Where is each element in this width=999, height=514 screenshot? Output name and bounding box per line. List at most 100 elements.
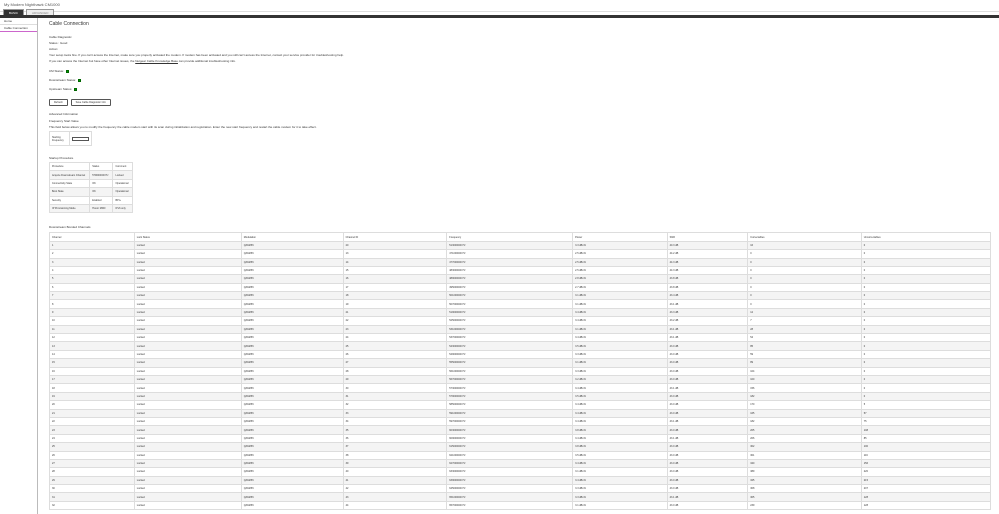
table-row: 14 Locked QAM256 26 549000000 Hz 3.3 dBmV 43.0… (49, 349, 992, 360)
table-cell: 43.1 dB (666, 333, 749, 343)
table-cell: Security (48, 195, 91, 205)
table-cell: Locked (133, 366, 242, 377)
table-row: 8 Locked QAM256 19 507000000 Hz 3.1 dBmV 43.1 … (49, 299, 992, 309)
column-header: SNR (666, 232, 749, 242)
table-cell: 3.4 dBmV (572, 400, 668, 410)
table-cell: 128 (860, 492, 992, 502)
table-cell: 10 (49, 316, 135, 326)
table-cell: QAM256 (240, 475, 344, 486)
table-cell: QAM256 (240, 274, 344, 284)
table-cell: 2 (49, 249, 135, 259)
table-cell: 555000000 Hz (446, 358, 574, 368)
column-header: Uncorrectables (860, 232, 992, 242)
table-cell: Locked (133, 299, 242, 309)
table-cell: 34 (342, 416, 448, 427)
table-cell: Locked (133, 433, 242, 444)
table-row: 6 Locked QAM256 17 495000000 Hz 2.7 dBmV 43.8 … (49, 282, 992, 293)
knowledge-base-link[interactable]: Netgear Cable Knowledge Base (135, 59, 178, 63)
table-cell: 17 (49, 374, 135, 385)
table-row: 21 Locked QAM256 33 591000000 Hz 3.4 dBmV 43.0… (49, 408, 992, 418)
table-cell: QAM256 (240, 374, 344, 385)
table-cell: 85 (860, 433, 992, 444)
column-header: Power (572, 232, 668, 242)
table-cell: 609000000 Hz (446, 433, 574, 444)
table-row: 25 Locked QAM256 37 615000000 Hz 3.8 dBmV 43.0… (49, 442, 992, 452)
table-cell: 21 (49, 408, 135, 418)
table-cell: 35 (342, 425, 448, 435)
table-cell: 2.7 dBmV (572, 282, 668, 293)
table-cell: Locked (133, 458, 242, 469)
table-cell: 89 (747, 358, 862, 368)
table-row: 2 Locked QAM256 13 471000000 Hz 2.5 dBmV 44.2 … (49, 249, 992, 259)
table-cell: Locked (133, 349, 242, 360)
table-cell: 633000000 Hz (446, 467, 574, 477)
table-cell: 43.8 dB (666, 282, 749, 293)
table-cell: 28 (49, 467, 135, 477)
table-cell: 40.3 dB (666, 240, 749, 251)
table-row: 19 Locked QAM256 31 579000000 Hz 3.5 dBmV 43.0… (49, 391, 992, 402)
table-cell: 561000000 Hz (446, 366, 574, 377)
table-cell: QAM256 (240, 341, 344, 351)
column-header: Lock Status (133, 232, 242, 242)
table-cell: QAM256 (240, 458, 344, 469)
table-cell: 22 (49, 416, 135, 427)
table-cell: QAM256 (240, 425, 344, 435)
table-cell: 44 (342, 500, 448, 511)
table-cell: Locked (133, 316, 242, 326)
table-cell: 302 (747, 442, 862, 452)
table-cell: 0 (860, 333, 992, 343)
table-cell: Locked (133, 484, 242, 494)
table-cell: 3.4 dBmV (572, 383, 668, 393)
table-cell: 43.0 dB (666, 500, 749, 511)
table-cell: 3.8 dBmV (572, 442, 668, 452)
table-cell: 18 (49, 383, 135, 393)
starting-frequency-input[interactable] (72, 136, 89, 141)
table-cell: Locked (133, 442, 242, 452)
table-cell: 43.1 dB (666, 299, 749, 309)
refresh-button[interactable]: Refresh (49, 99, 68, 106)
table-cell: 7 (747, 316, 862, 326)
table-cell: 28 (342, 366, 448, 377)
sidebar-item-home[interactable]: Home (0, 18, 37, 25)
table-cell: 206 (747, 433, 862, 444)
table-cell: 13 (342, 249, 448, 259)
table-row: IP Provisioning Mode Honor MDD IPv6 only (48, 203, 134, 214)
table-cell: 33 (342, 408, 448, 418)
table-cell: QAM256 (240, 316, 344, 326)
table-cell: 0 (860, 249, 992, 259)
table-cell: 43.1 dB (666, 492, 749, 502)
table-cell: 29 (342, 374, 448, 385)
table-cell: 43.0 dB (666, 341, 749, 351)
table-cell: 85 (747, 341, 862, 351)
table-cell: 3.1 dBmV (572, 358, 668, 368)
table-cell: QAM256 (240, 416, 344, 427)
save-diagnostic-button[interactable]: Save Cable Diagnostic Info (70, 99, 111, 106)
table-row: 16 Locked QAM256 28 561000000 Hz 3.3 dBmV 43.0… (49, 366, 992, 377)
table-cell: 340 (747, 458, 862, 469)
table-cell: QAM256 (240, 408, 344, 418)
table-row: Boot State OK Operational (48, 187, 134, 197)
column-header: Modulation (240, 232, 344, 242)
table-cell: 621000000 Hz (446, 450, 574, 460)
table-cell: 16 (49, 366, 135, 377)
table-cell: 3 (49, 257, 135, 267)
table-cell: QAM256 (240, 240, 344, 251)
table-cell: 3.1 dBmV (572, 299, 668, 309)
table-cell: Locked (133, 240, 242, 251)
table-cell: 0 (747, 291, 862, 301)
table-cell: 24 (342, 333, 448, 343)
table-cell: 0 (860, 316, 992, 326)
downstream-heading: Downstream Bonded Channels (49, 225, 91, 230)
table-cell: 549000000 Hz (446, 349, 574, 360)
table-cell: 23 (342, 324, 448, 335)
table-cell: 0 (747, 265, 862, 276)
table-row: Acquire Downstream Channel 579000000 Hz Lo… (48, 170, 134, 180)
table-row: 17 Locked QAM256 29 567000000 Hz 3.2 dBmV 43.0… (49, 374, 992, 385)
table-cell: 12 (747, 307, 862, 318)
table-cell: 43.1 dB (666, 416, 749, 427)
table-cell: 489000000 Hz (446, 274, 574, 284)
table-cell: 156 (860, 458, 992, 469)
table-cell: 591000000 Hz (446, 408, 574, 418)
sidebar-item-cable-connection[interactable]: Cable Connection (0, 25, 37, 32)
table-cell: 13 (49, 341, 135, 351)
